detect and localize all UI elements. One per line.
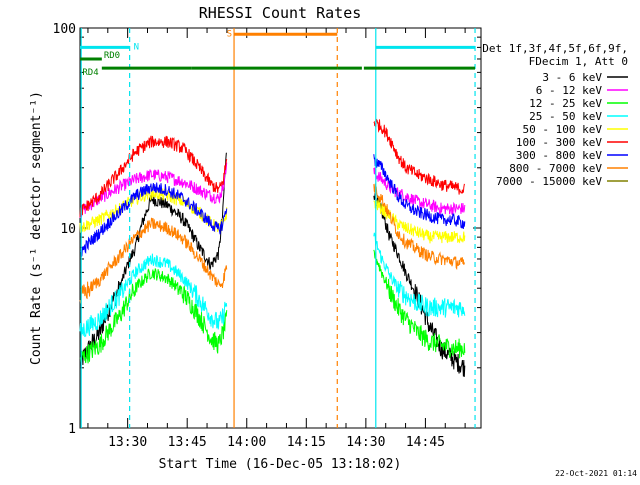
legend-entry-label: 7000 - 15000 keV: [496, 175, 602, 188]
series-line-0-0: [79, 152, 227, 367]
state-bar-label-RD4: RD4: [82, 68, 98, 78]
series-800-7000keV-group: [79, 183, 466, 304]
series-line-5-0: [79, 135, 228, 218]
plot-area: 1 10 100 13:30 13:45 14:00 14:15 14:30 14:45 N S RD…: [53, 22, 482, 450]
x-tick-label: 14:30: [346, 435, 385, 450]
series-12-25keV-group: [79, 249, 466, 364]
series-line-1-0: [79, 162, 228, 219]
legend-entry-label: 3 - 6 keV: [542, 71, 602, 84]
legend-header-line: Det 1f,3f,4f,5f,6f,9f,: [482, 42, 628, 55]
y-axis-label: Count Rate (s⁻¹ detector segment⁻¹): [29, 91, 44, 365]
series-line-6-0: [80, 182, 228, 258]
state-bar-label-N: N: [134, 42, 139, 52]
series-100-300keV-group: [79, 118, 466, 218]
series-line-2-0: [79, 268, 228, 364]
legend-entry-label: 12 - 25 keV: [529, 97, 602, 110]
x-tick-label: 14:45: [406, 435, 445, 450]
series-line-4-0: [79, 186, 228, 234]
legend-entry-label: 6 - 12 keV: [536, 84, 603, 97]
series-300-800keV-group: [80, 154, 466, 258]
legend-entry-label: 800 - 7000 keV: [509, 162, 602, 175]
series-line-7-0: [79, 217, 228, 304]
series-line-5-1: [373, 118, 466, 195]
state-bar-label-RD0: RD0: [104, 51, 120, 61]
legend-entry-label: 50 - 100 keV: [523, 123, 603, 136]
legend-entry-label: 300 - 800 keV: [516, 149, 602, 162]
state-bar-label-S: S: [227, 29, 232, 39]
series-line-3-0: [79, 253, 228, 338]
x-tick-label: 13:45: [168, 435, 207, 450]
legend-entry-label: 25 - 50 keV: [529, 110, 602, 123]
x-axis-label: Start Time (16-Dec-05 13:18:02): [159, 457, 402, 472]
y-tick-label: 100: [53, 22, 76, 37]
series-line-0-1: [373, 191, 466, 377]
y-tick-label: 1: [68, 422, 76, 437]
series-line-3-1: [373, 232, 466, 318]
series-line-6-1: [373, 154, 466, 229]
x-tick-label: 14:15: [287, 435, 326, 450]
x-tick-label: 13:30: [108, 435, 147, 450]
series-line-7-1: [373, 183, 466, 271]
footer-timestamp: 22-Oct-2021 01:14: [555, 469, 637, 478]
series-3-6keV-group: [79, 152, 466, 377]
y-tick-label: 10: [60, 222, 76, 237]
legend-header-line: FDecim 1, Att 0: [529, 55, 628, 68]
series-line-2-1: [373, 249, 466, 359]
series-25-50keV-group: [79, 232, 466, 338]
legend-entry-label: 100 - 300 keV: [516, 136, 602, 149]
chart-title: RHESSI Count Rates: [199, 4, 362, 22]
legend: Det 1f,3f,4f,5f,6f,9f,FDecim 1, Att 0 3 -…: [482, 42, 628, 188]
x-tick-label: 14:00: [227, 435, 266, 450]
